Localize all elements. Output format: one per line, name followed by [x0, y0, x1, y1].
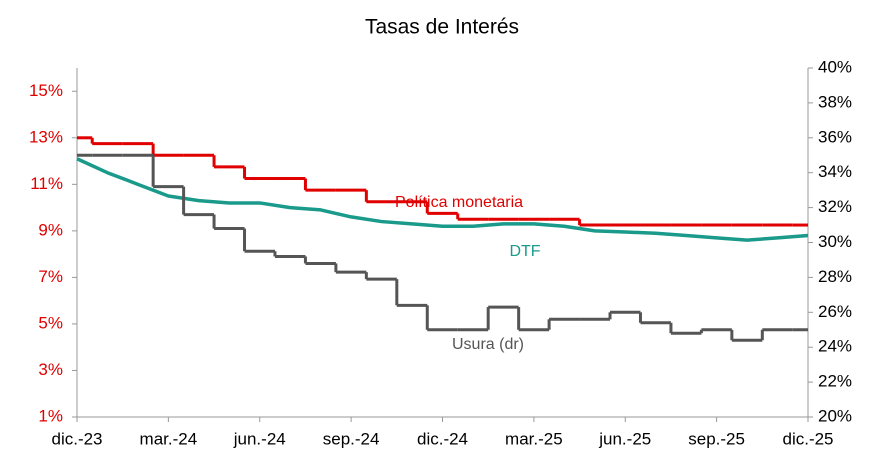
y-tick-label: 13% — [29, 127, 63, 146]
line — [76, 157, 809, 242]
y2-tick-label: 38% — [818, 92, 852, 111]
series-label: DTF — [509, 243, 540, 260]
y2-tick-label: 36% — [818, 127, 852, 146]
y-tick-label: 1% — [38, 406, 63, 425]
x-tick-label: sep.-25 — [688, 429, 745, 448]
x-tick-label: dic.-23 — [51, 429, 102, 448]
x-tick-label: mar.-24 — [140, 429, 198, 448]
y-tick-label: 3% — [38, 360, 63, 379]
x-tick-label: sep.-24 — [323, 429, 380, 448]
y-tick-label: 9% — [38, 220, 63, 239]
y2-tick-label: 20% — [818, 406, 852, 425]
y-tick-label: 11% — [30, 174, 63, 193]
y2-tick-label: 28% — [818, 267, 852, 286]
series-label: Usura (dr) — [452, 336, 524, 353]
y2-tick-label: 32% — [818, 197, 852, 216]
chart-title: Tasas de Interés — [365, 16, 519, 39]
y-tick-label: 7% — [38, 267, 63, 286]
y2-tick-label: 26% — [818, 302, 852, 321]
x-tick-label: jun.-24 — [233, 429, 286, 448]
y-tick-label: 5% — [38, 313, 63, 332]
y2-tick-label: 34% — [818, 162, 852, 181]
series-label: Política monetaria — [395, 194, 523, 211]
x-tick-label: dic.-25 — [782, 429, 833, 448]
y2-tick-label: 22% — [818, 372, 852, 391]
y-tick-label: 15% — [29, 81, 63, 100]
x-tick-label: mar.-25 — [505, 429, 563, 448]
y2-tick-label: 40% — [818, 57, 852, 76]
y2-tick-label: 24% — [818, 337, 852, 356]
x-tick-label: jun.-25 — [598, 429, 651, 448]
x-tick-label: dic.-24 — [417, 429, 468, 448]
y2-tick-label: 30% — [818, 232, 852, 251]
